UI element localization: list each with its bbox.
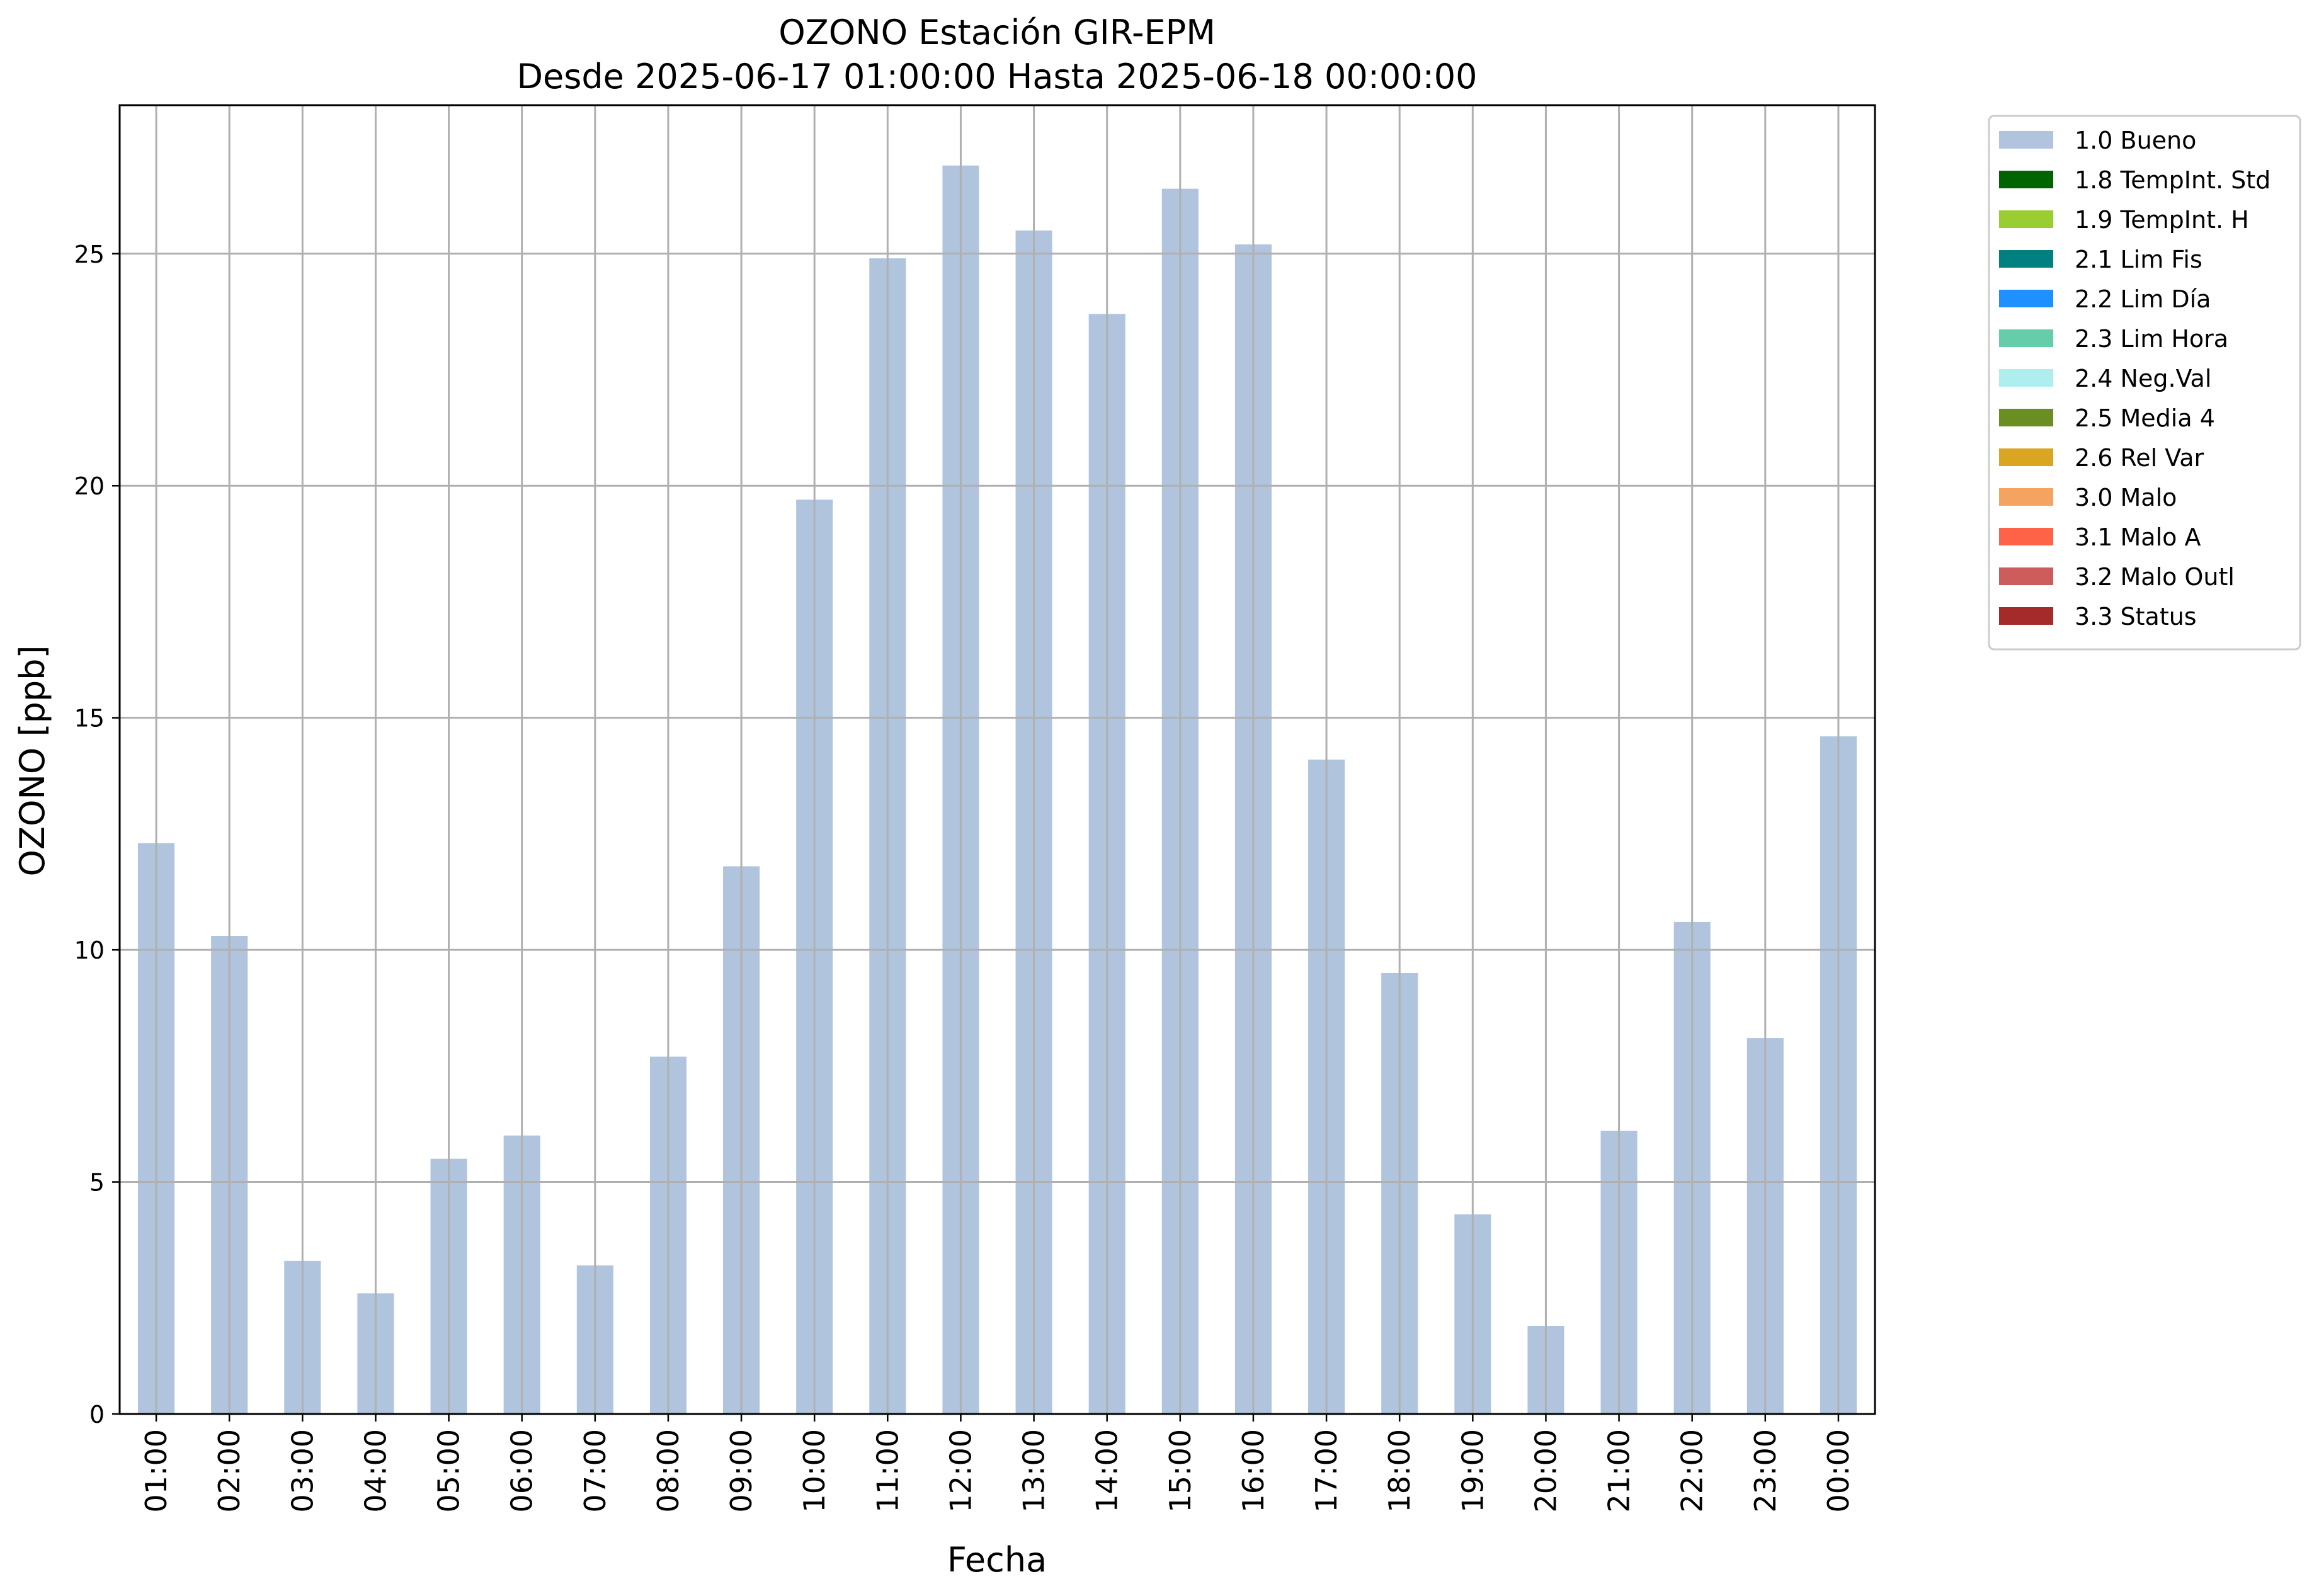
legend-swatch (1999, 171, 2053, 188)
x-tick-label: 18:00 (1382, 1429, 1416, 1513)
x-tick-label: 22:00 (1675, 1429, 1709, 1513)
legend-swatch (1999, 607, 2053, 625)
legend-label: 2.6 Rel Var (2075, 444, 2204, 472)
plot-frame (118, 104, 1876, 1415)
legend-label: 3.2 Malo Outl (2075, 563, 2235, 591)
x-tick-label: 07:00 (578, 1429, 612, 1513)
chart-title: OZONO Estación GIR-EPM (778, 13, 1216, 52)
y-axis-label: OZONO [ppb] (13, 645, 52, 876)
y-tick-label: 25 (74, 241, 105, 268)
y-tick-label: 0 (89, 1401, 105, 1428)
legend-swatch (1999, 488, 2053, 506)
chart-subtitle: Desde 2025-06-17 01:00:00 Hasta 2025-06-… (516, 57, 1477, 96)
legend-swatch (1999, 131, 2053, 149)
x-tick-label: 12:00 (943, 1429, 977, 1513)
legend-label: 1.0 Bueno (2075, 127, 2196, 154)
y-tick-label: 5 (89, 1169, 105, 1197)
legend-label: 2.2 Lim Día (2075, 285, 2211, 313)
y-tick-label: 20 (74, 472, 105, 500)
x-tick-label: 20:00 (1529, 1429, 1563, 1513)
x-tick-label: 15:00 (1163, 1429, 1197, 1513)
x-tick-label: 01:00 (139, 1429, 173, 1513)
x-tick-label: 06:00 (505, 1429, 539, 1513)
x-tick-label: 14:00 (1090, 1429, 1124, 1513)
x-tick-label: 00:00 (1821, 1429, 1855, 1513)
y-tick-label: 15 (74, 705, 105, 732)
legend-swatch (1999, 329, 2053, 347)
x-tick-label: 05:00 (432, 1429, 466, 1513)
legend-swatch (1999, 567, 2053, 585)
x-tick-label: 19:00 (1456, 1429, 1490, 1513)
legend-label: 3.3 Status (2075, 603, 2197, 630)
legend-swatch (1999, 369, 2053, 387)
x-tick-label: 10:00 (797, 1429, 831, 1513)
legend-label: 2.1 Lim Fis (2075, 246, 2202, 273)
legend-swatch (1999, 409, 2053, 426)
legend-label: 1.9 TempInt. H (2075, 206, 2249, 234)
x-tick-label: 02:00 (212, 1429, 246, 1513)
x-tick-label: 08:00 (651, 1429, 685, 1513)
x-tick-label: 11:00 (870, 1429, 904, 1513)
legend-label: 1.8 TempInt. Std (2075, 166, 2271, 194)
plot-area: 0 5 10 15 20 25 01:00 02:00 03:00 04:00 05:00 06:00… (74, 104, 1876, 1513)
legend-label: 3.0 Malo (2075, 484, 2177, 511)
x-tick-label: 03:00 (285, 1429, 319, 1513)
legend: 1.0 Bueno 1.8 TempInt. Std 1.9 TempInt. H 2… (1988, 115, 2301, 651)
x-tick-label: 09:00 (724, 1429, 758, 1513)
legend-swatch (1999, 290, 2053, 307)
legend-label: 2.5 Media 4 (2075, 404, 2215, 432)
x-tick-label: 13:00 (1017, 1429, 1051, 1513)
x-tick-label: 23:00 (1748, 1429, 1782, 1513)
x-axis-label: Fecha (947, 1540, 1047, 1580)
legend-swatch (1999, 250, 2053, 268)
legend-swatch (1999, 528, 2053, 545)
legend-label: 2.3 Lim Hora (2075, 325, 2228, 353)
legend-label: 2.4 Neg.Val (2075, 365, 2211, 392)
legend-label: 3.1 Malo A (2075, 523, 2201, 551)
x-tick-label: 17:00 (1309, 1429, 1343, 1513)
legend-swatch (1999, 448, 2053, 466)
legend-swatch (1999, 210, 2053, 228)
y-tick-label: 10 (74, 937, 105, 964)
legend-box (1988, 115, 2301, 651)
x-tick-label: 16:00 (1236, 1429, 1270, 1513)
x-tick-label: 04:00 (358, 1429, 392, 1513)
x-tick-label: 21:00 (1602, 1429, 1636, 1513)
